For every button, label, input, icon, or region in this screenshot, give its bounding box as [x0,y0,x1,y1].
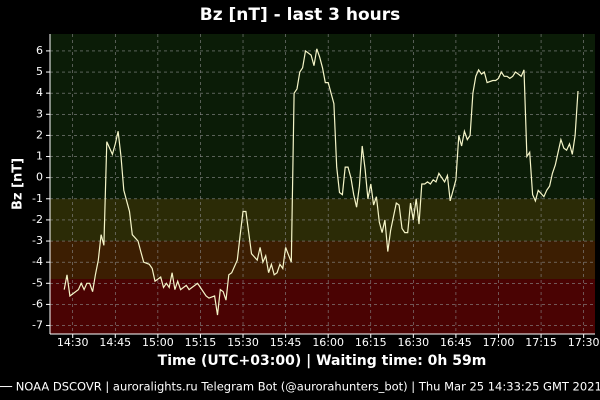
y-tick-label: 2 [36,128,43,141]
y-tick-label: 4 [36,86,43,99]
x-tick-label: 15:30 [227,336,259,349]
x-tick-label: 17:15 [525,336,557,349]
footer: ── NOAA DSCOVR | auroralights.ru Telegra… [0,380,600,394]
x-tick-label: 15:45 [270,336,302,349]
x-tick-label: 17:00 [483,336,515,349]
y-tick-label: -2 [32,213,43,226]
x-tick-label: 14:45 [99,336,131,349]
y-tick-label: -1 [32,192,43,205]
y-tick-label: -7 [32,319,43,332]
data-line [63,48,579,316]
x-axis-label: Time (UTC+03:00) | Waiting time: 0h 59m [158,353,487,369]
y-tick-label: -3 [32,234,43,247]
x-tick-label: 17:30 [568,336,600,349]
x-tick-label: 16:45 [440,336,472,349]
bands [50,34,595,334]
y-tick-label: 1 [36,150,43,163]
x-tick-label: 15:15 [185,336,217,349]
y-tick-label: 0 [36,171,43,184]
y-tick-label: 3 [36,107,43,120]
x-tick-label: 16:15 [355,336,387,349]
band [50,34,595,199]
band [50,241,595,280]
chart-title: Bz [nT] - last 3 hours [200,5,401,25]
y-tick-label: 5 [36,65,43,78]
y-tick-label: 6 [36,44,43,57]
y-tick-label: -5 [32,276,43,289]
y-tick-label: -4 [32,255,43,268]
x-tick-label: 16:30 [397,336,429,349]
band [50,279,595,334]
y-axis-label: Bz [nT] [11,158,26,210]
y-tick-label: -6 [32,297,43,310]
x-tick-label: 14:30 [57,336,89,349]
x-tick-label: 15:00 [142,336,174,349]
x-tick-label: 16:00 [312,336,344,349]
